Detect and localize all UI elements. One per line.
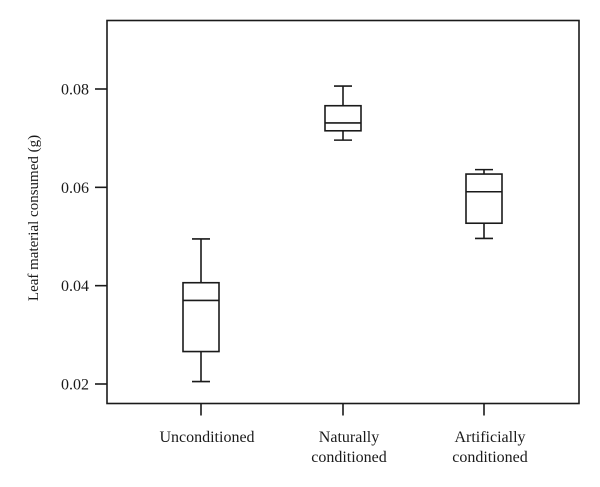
y-axis-label: Leaf material consumed (g) [26,135,42,301]
iqr-box [324,104,362,132]
box-series [182,85,503,383]
box-naturally-conditioned [324,85,362,141]
iqr-box [182,281,220,353]
x-tick-label: conditioned [311,449,387,466]
plot-frame [106,19,580,405]
box-artificially-conditioned [465,168,503,240]
x-tick-label: Naturally [319,429,379,446]
y-tick-label: 0.04 [61,278,89,295]
y-axis: 0.02 0.04 0.06 0.08 [61,82,107,394]
y-tick-label: 0.08 [61,82,89,99]
x-tick-label: conditioned [452,449,528,466]
y-tick-label: 0.06 [61,180,89,197]
x-tick-label: Unconditioned [159,429,254,446]
x-tick-label: Artificially [454,429,525,446]
y-tick-label: 0.02 [61,377,89,394]
box-unconditioned [182,238,220,383]
iqr-box [465,173,503,225]
x-axis: Unconditioned Naturally conditioned Artific… [159,403,528,466]
